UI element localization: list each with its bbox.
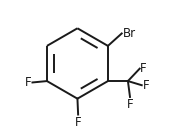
Text: F: F [140, 62, 147, 75]
Text: F: F [25, 76, 32, 89]
Text: F: F [75, 116, 81, 129]
Text: Br: Br [122, 27, 136, 40]
Text: F: F [143, 79, 149, 92]
Text: F: F [127, 98, 133, 111]
